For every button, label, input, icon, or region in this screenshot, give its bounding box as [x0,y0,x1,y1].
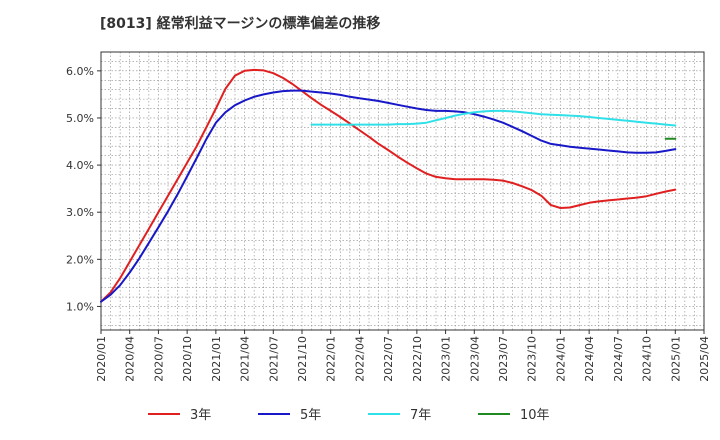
y-tick-label: 3.0% [66,206,94,219]
y-axis: 1.0% 2.0% 3.0% 4.0% 5.0% 6.0% [66,65,101,313]
legend-label: 10年 [520,408,550,423]
x-tick-label: 2022/01 [325,336,338,382]
legend-item: 7年 [368,408,431,423]
legend-label: 5年 [300,408,321,423]
x-tick-label: 2022/10 [411,336,424,382]
grid [101,52,704,330]
x-tick-label: 2020/07 [152,336,165,382]
y-tick-label: 2.0% [66,253,94,266]
x-tick-label: 2023/01 [440,336,453,382]
x-tick-label: 2025/01 [669,336,682,382]
x-tick-label: 2024/04 [583,336,596,382]
legend-label: 3年 [190,408,211,423]
y-tick-label: 6.0% [66,65,94,78]
y-tick-label: 4.0% [66,159,94,172]
series-line-5年 [100,89,677,303]
x-tick-label: 2020/01 [95,336,108,382]
x-tick-label: 2024/10 [641,336,654,382]
y-tick-label: 5.0% [66,112,94,125]
plot-area [100,51,705,331]
x-tick-label: 2021/10 [296,336,309,382]
x-axis: 2020/01 2020/04 2020/07 2020/10 2021/01 2021/… [95,330,711,382]
series-group [100,68,677,303]
legend-item: 5年 [258,408,321,423]
chart-title: [8013] 経常利益マージンの標準偏差の推移 [100,15,380,32]
x-tick-label: 2020/04 [124,336,137,382]
series-line-7年 [310,109,677,127]
legend-item: 10年 [478,408,550,423]
legend: 3年 5年 7年 10年 [148,408,550,423]
x-tick-label: 2020/10 [181,336,194,382]
x-tick-label: 2021/01 [210,336,223,382]
series-line-3年 [100,68,677,303]
legend-item: 3年 [148,408,211,423]
x-tick-label: 2022/04 [353,336,366,382]
x-tick-label: 2023/07 [497,336,510,382]
x-tick-label: 2024/07 [612,336,625,382]
x-tick-label: 2022/07 [382,336,395,382]
x-tick-label: 2023/04 [468,336,481,382]
x-tick-label: 2021/07 [267,336,280,382]
x-tick-label: 2021/04 [239,336,252,382]
x-tick-label: 2025/04 [698,336,711,382]
x-tick-label: 2024/01 [554,336,567,382]
x-tick-label: 2023/10 [526,336,539,382]
y-tick-label: 1.0% [66,300,94,313]
legend-label: 7年 [410,408,431,423]
